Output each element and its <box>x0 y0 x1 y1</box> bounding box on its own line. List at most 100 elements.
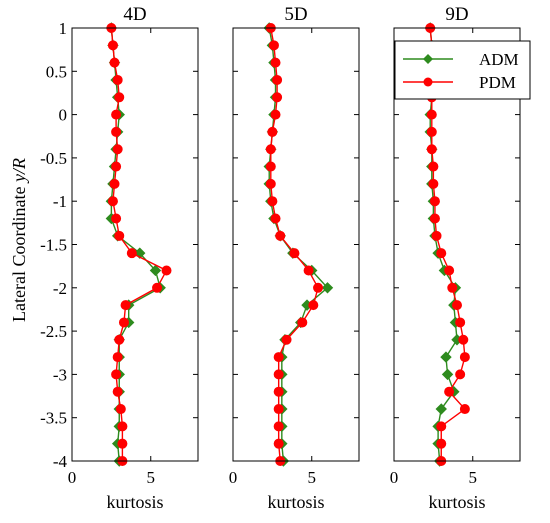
y-tick-label: 0.5 <box>46 62 67 81</box>
x-axis-label: kurtosis <box>428 492 485 512</box>
y-tick-label: -1.5 <box>40 236 67 255</box>
data-point <box>436 438 447 449</box>
data-point <box>444 386 455 397</box>
data-point <box>455 369 466 380</box>
data-point <box>431 230 442 241</box>
data-point <box>112 386 123 397</box>
data-point <box>111 126 122 137</box>
legend-item-pdm: PDM <box>403 73 516 92</box>
axes-frame <box>71 27 199 462</box>
data-point <box>459 404 470 415</box>
data-point <box>111 213 122 224</box>
data-point <box>270 109 281 120</box>
data-point <box>289 248 300 259</box>
data-point <box>459 352 470 363</box>
legend: ADM PDM <box>394 40 531 100</box>
data-point <box>452 300 462 311</box>
y-tick-label: -2.5 <box>40 322 67 341</box>
data-point <box>161 265 172 276</box>
panel-title: 5D <box>284 4 307 25</box>
data-point <box>114 92 125 103</box>
data-point <box>114 230 125 241</box>
data-point <box>273 352 284 363</box>
x-tick-label: 0 <box>68 468 77 487</box>
data-point <box>117 421 128 432</box>
legend-box <box>394 40 531 100</box>
data-point <box>426 144 437 155</box>
data-point <box>303 265 314 276</box>
data-point <box>428 161 439 172</box>
data-point <box>272 74 283 85</box>
x-tick-label: 5 <box>469 468 478 487</box>
data-point <box>270 213 281 224</box>
data-point <box>441 368 454 381</box>
data-point <box>111 369 122 380</box>
y-tick-label: -4 <box>53 452 68 471</box>
data-point <box>426 109 437 120</box>
y-axis-label-text: Lateral Coordinate <box>9 182 29 322</box>
series-pdm <box>265 23 324 466</box>
data-point <box>109 178 120 189</box>
data-point <box>111 161 122 172</box>
data-point <box>444 265 455 276</box>
data-point <box>270 57 281 68</box>
data-point <box>120 300 131 311</box>
data-point <box>107 196 118 207</box>
data-point <box>455 317 466 328</box>
data-point <box>273 404 284 415</box>
data-point <box>111 109 122 120</box>
data-point <box>440 351 452 363</box>
data-point <box>115 404 126 415</box>
y-axis-label-symbol: y/R <box>9 158 29 184</box>
panel-title: 9D <box>445 4 468 25</box>
data-point <box>117 438 128 449</box>
legend-label: PDM <box>479 73 516 92</box>
legend-marker <box>423 77 433 87</box>
y-tick-label: -1 <box>53 192 67 211</box>
data-point <box>112 74 123 85</box>
y-tick-label: -3 <box>53 365 67 384</box>
data-point <box>281 334 292 345</box>
data-point <box>313 282 324 293</box>
data-point <box>436 248 447 259</box>
legend-item-adm: ADM <box>403 50 519 69</box>
data-point <box>436 421 447 432</box>
data-point <box>273 421 284 432</box>
data-point <box>428 178 439 189</box>
data-point <box>112 144 123 155</box>
x-axis-label: kurtosis <box>106 492 163 512</box>
x-tick-label: 5 <box>147 468 156 487</box>
y-tick-label: -2 <box>53 279 67 298</box>
data-point <box>273 438 284 449</box>
data-point <box>426 126 437 137</box>
data-point <box>273 386 284 397</box>
data-point <box>435 403 447 415</box>
data-point <box>126 248 137 259</box>
axes-frame <box>232 27 360 462</box>
data-point <box>273 369 284 380</box>
data-point <box>429 196 440 207</box>
data-point <box>265 144 276 155</box>
panel-title: 4D <box>123 4 146 25</box>
data-point <box>321 282 334 294</box>
x-axis-label: kurtosis <box>267 492 324 512</box>
data-point <box>149 264 162 277</box>
legend-marker <box>423 54 433 64</box>
data-point <box>275 230 286 241</box>
data-point <box>265 161 276 172</box>
data-point <box>447 282 458 293</box>
data-point <box>152 282 163 293</box>
series-adm <box>105 22 166 467</box>
data-point <box>267 126 278 137</box>
data-point <box>114 334 125 345</box>
x-tick-label: 0 <box>229 468 238 487</box>
legend-label: ADM <box>479 50 519 69</box>
x-tick-label: 0 <box>390 468 399 487</box>
data-point <box>107 40 118 51</box>
y-axis-label: Lateral Coordinate y/R <box>9 158 29 322</box>
y-tick-label: 0 <box>59 106 68 125</box>
data-point <box>308 300 319 311</box>
y-tick-label: 1 <box>59 19 68 38</box>
